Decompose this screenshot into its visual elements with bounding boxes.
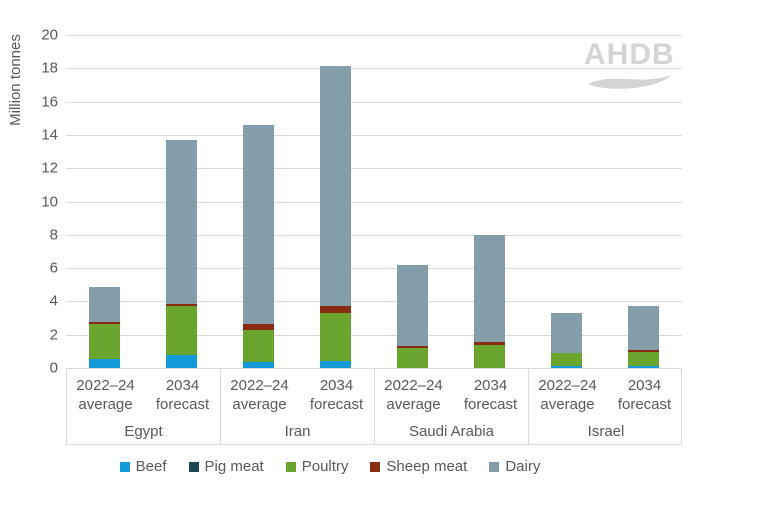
x-axis-category-label: 2034 forecast [617,377,672,413]
bar-segment-saudi-arabia-202224-dairy [397,264,428,346]
legend-swatch-beef-icon [119,461,130,472]
gridline-16 [66,101,682,103]
bar-segment-israel-2034-poultry [628,351,659,366]
bar-segment-saudi-arabia-202224-poultry [397,348,428,368]
legend-label: Beef [135,458,167,475]
bar-segment-egypt-2034-beef [166,355,197,368]
legend-item-poultry: Poultry [285,458,349,475]
bar-segment-israel-2034-dairy [628,306,659,351]
legend-swatch-pig-meat-icon [188,461,199,472]
legend-swatch-sheep-meat-icon [370,461,381,472]
bar-segment-iran-202224-beef [243,362,274,368]
bar-segment-egypt-202224-dairy [89,287,120,323]
gridline-12 [66,168,682,170]
legend-label: Poultry [301,458,349,475]
bar-segment-egypt-2034-dairy [166,139,197,305]
bar-segment-saudi-arabia-2034-poultry [474,344,505,368]
legend-swatch-poultry-icon [285,461,296,472]
legend-item-dairy: Dairy [489,458,540,475]
gridline-8 [66,234,682,236]
bar-segment-israel-2034-sheep-meat [628,350,659,352]
y-tick-16: 16 [41,93,58,111]
ahdb-logo-swoosh-icon [588,75,672,89]
bar-segment-iran-2034-beef [320,361,351,368]
y-tick-18: 18 [41,59,58,77]
x-axis-group-israel: 2022–24 average 2034 forecast Israel [529,369,683,444]
y-tick-0: 0 [49,359,58,377]
ahdb-logo-text: AHDB [584,38,675,71]
x-axis-category-label: 2022–24 average [230,377,289,413]
x-axis-country-label-egypt: Egypt [124,423,163,440]
bar-segment-iran-202224-poultry [243,329,274,363]
x-axis-group-saudi-arabia: 2022–24 average 2034 forecast Saudi Arabia [375,369,529,444]
y-tick-10: 10 [41,193,58,210]
y-tick-20: 20 [41,26,58,44]
y-tick-6: 6 [49,259,58,277]
gridline-2 [66,334,682,336]
bar-segment-israel-202224-poultry [551,352,582,366]
bar-segment-saudi-arabia-2034-dairy [474,234,505,342]
legend: Beef Pig meat Poultry Sheep meat Dairy [0,458,660,475]
bar-segment-egypt-202224-sheep-meat [89,322,120,324]
legend-label: Dairy [505,458,541,475]
bar-segment-egypt-2034-sheep-meat [166,304,197,306]
bar-segment-israel-202224-dairy [551,313,582,353]
bar-segment-iran-2034-dairy [320,65,351,307]
gridline-4 [66,301,682,303]
bar-segment-israel-202224-beef [551,365,582,368]
gridline-10 [66,201,682,203]
x-axis-country-label-israel: Israel [587,423,625,440]
x-axis-category-label: 2022–24 average [384,377,443,413]
y-tick-2: 2 [49,326,58,344]
bar-segment-saudi-arabia-202224-sheep-meat [397,345,428,348]
bar-segment-egypt-202224-beef [89,358,120,368]
x-axis-group-iran: 2022–24 average 2034 forecast Iran [221,369,375,444]
x-axis-label-box: 2022–24 average 2034 forecast Egypt 2022–24 av… [66,368,682,445]
bar-segment-egypt-202224-poultry [89,323,120,359]
x-axis-country-label-iran: Iran [284,423,311,440]
legend-swatch-dairy-icon [489,461,500,472]
bar-segment-iran-202224-sheep-meat [243,323,274,330]
x-axis-category-label: 2022–24 average [538,377,597,413]
bar-segment-egypt-2034-poultry [166,305,197,355]
x-axis-category-label: 2034 forecast [463,377,518,413]
ahdb-logo: AHDB [584,40,694,95]
legend-item-pig-meat: Pig meat [188,458,264,475]
y-tick-4: 4 [49,292,58,310]
bar-segment-israel-2034-beef [628,366,659,368]
bar-segment-iran-2034-sheep-meat [320,306,351,313]
bar-segment-saudi-arabia-2034-sheep-meat [474,341,505,345]
y-tick-14: 14 [41,126,58,144]
legend-label: Pig meat [204,458,264,475]
gridline-6 [66,268,682,270]
y-tick-12: 12 [41,159,58,177]
gridline-18 [66,68,682,70]
x-axis-country-label-saudi-arabia: Saudi Arabia [408,423,495,440]
gridline-14 [66,134,682,136]
bar-segment-iran-202224-dairy [243,124,274,324]
x-axis-group-egypt: 2022–24 average 2034 forecast Egypt [67,369,221,444]
y-tick-8: 8 [49,226,58,244]
x-axis-category-label: 2022–24 average [76,377,135,413]
bar-segment-iran-2034-poultry [320,312,351,361]
legend-label: Sheep meat [386,458,468,475]
x-axis-category-label: 2034 forecast [309,377,364,413]
legend-item-sheep-meat: Sheep meat [370,458,467,475]
gridline-20 [66,35,682,36]
legend-item-beef: Beef [119,458,167,475]
x-axis-category-label: 2034 forecast [155,377,210,413]
